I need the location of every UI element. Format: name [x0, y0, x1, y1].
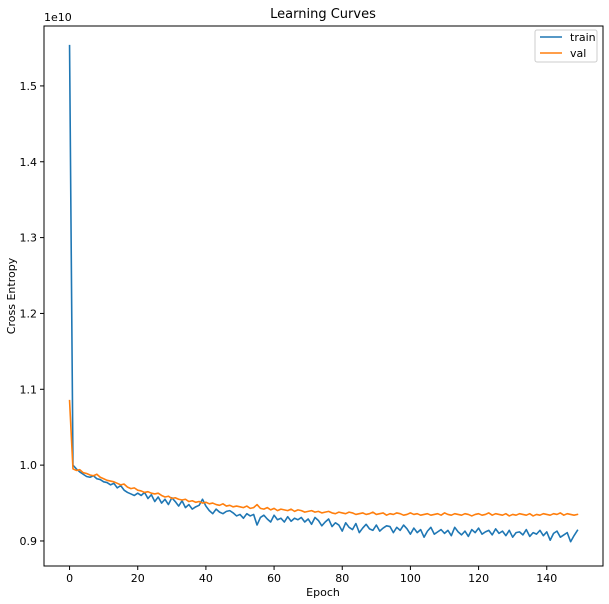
x-axis-label: Epoch	[306, 586, 340, 599]
plot-frame	[43, 25, 604, 567]
x-tick-label-140: 140	[536, 572, 557, 585]
y-tick-label-0.9: 0.9	[20, 535, 38, 548]
y-tick-label-1.2: 1.2	[20, 307, 38, 320]
y-tick-label-1.4: 1.4	[20, 156, 38, 169]
legend: train val	[534, 29, 598, 63]
y-tick-label-1.1: 1.1	[20, 383, 38, 396]
legend-box	[534, 29, 598, 63]
series-layer	[68, 44, 579, 543]
x-tick-label-0: 0	[66, 572, 73, 585]
x-tick-label-80: 80	[335, 572, 349, 585]
y-tick-label-1.3: 1.3	[20, 232, 38, 245]
ticks-layer: 0 20 40 60 80 100 120 140 0.9 1.0 1.1 1.2 1.3 1.4 1.5	[20, 80, 558, 585]
chart-title: Learning Curves	[270, 7, 376, 22]
legend-label-val: val	[570, 47, 586, 60]
x-tick-label-60: 60	[267, 572, 281, 585]
series-line-train	[68, 44, 579, 543]
x-tick-label-20: 20	[131, 572, 145, 585]
y-offset-label: 1e10	[44, 11, 72, 24]
legend-label-train: train	[570, 31, 596, 44]
y-tick-label-1.5: 1.5	[20, 80, 38, 93]
y-tick-label-1.0: 1.0	[20, 459, 38, 472]
y-axis-label: Cross Entropy	[5, 257, 18, 334]
x-tick-label-100: 100	[400, 572, 421, 585]
series-line-val	[68, 399, 579, 517]
x-tick-label-40: 40	[199, 572, 213, 585]
x-tick-label-120: 120	[468, 572, 489, 585]
